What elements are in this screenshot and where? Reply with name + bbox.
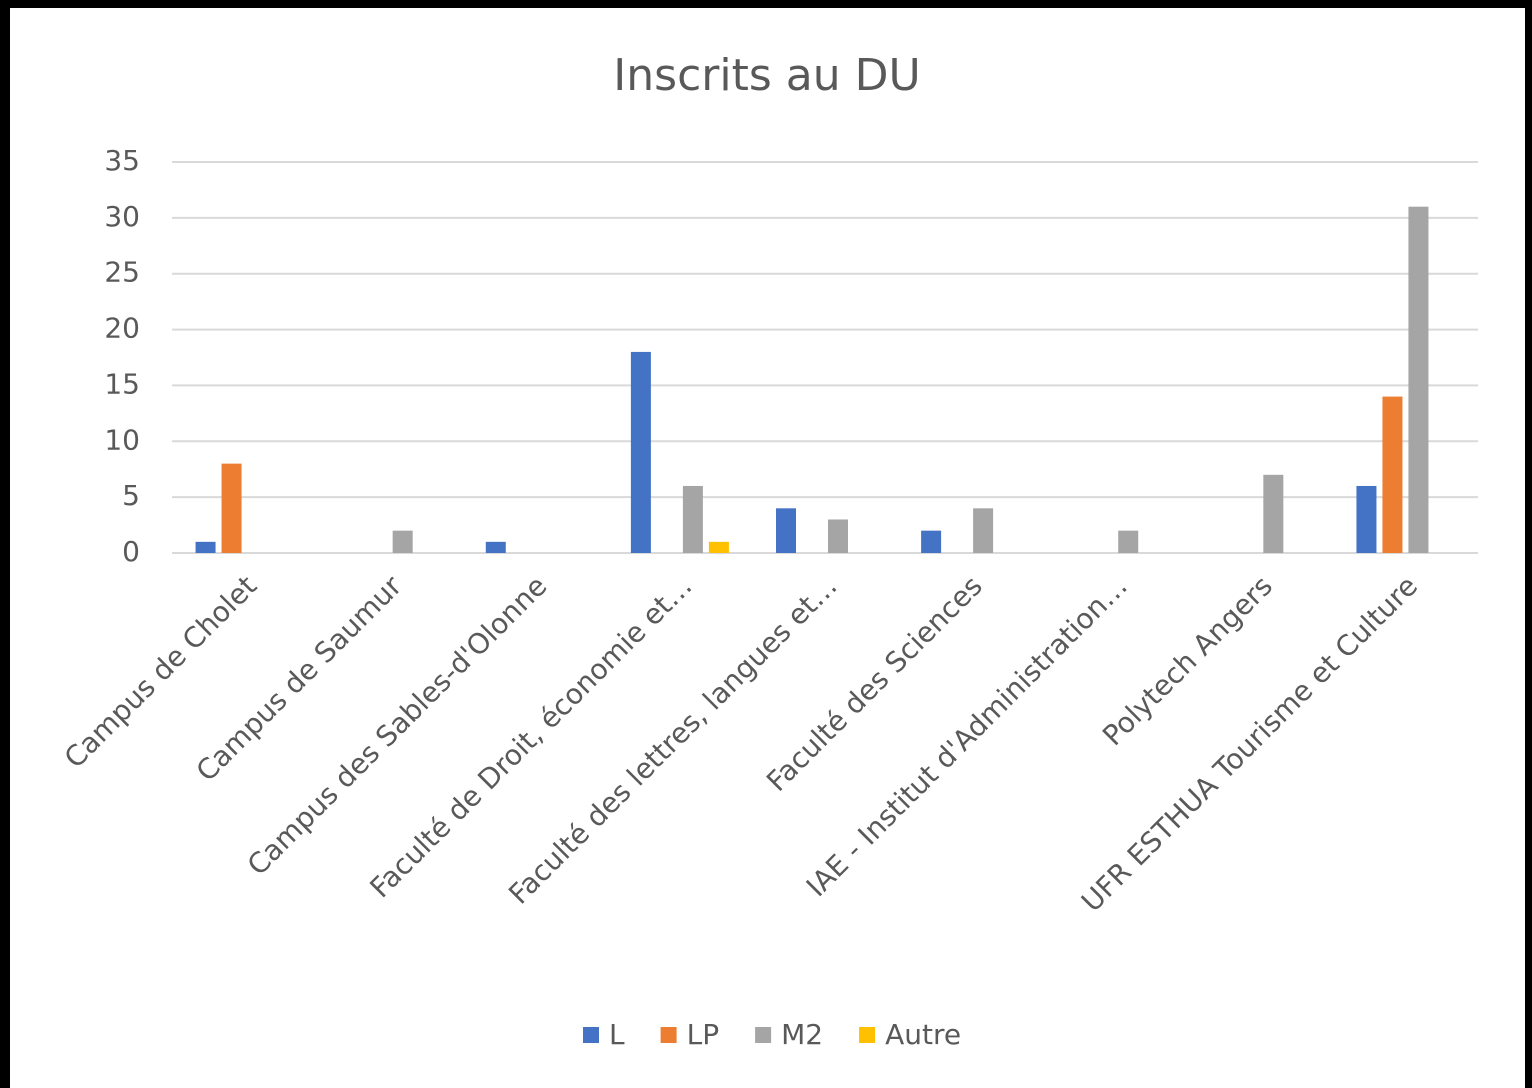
bar: [392, 530, 413, 553]
legend-label: M2: [781, 1018, 823, 1051]
bar: [973, 508, 994, 553]
bar: [828, 519, 848, 553]
bar: [1382, 396, 1403, 553]
legend-swatch: [660, 1027, 677, 1043]
bar: [708, 541, 729, 553]
bar: [630, 351, 651, 553]
bar: [1356, 485, 1377, 553]
y-tick-label: 5: [122, 479, 140, 512]
bar: [1118, 530, 1139, 553]
bar: [921, 530, 942, 553]
y-tick-label: 0: [122, 535, 140, 568]
legend-label: L: [609, 1018, 625, 1051]
bar: [1263, 474, 1284, 553]
legend-swatch: [583, 1027, 599, 1043]
y-tick-label: 30: [104, 200, 140, 233]
legend-swatch: [755, 1027, 772, 1043]
chart-title: Inscrits au DU: [613, 50, 920, 101]
bar: [485, 541, 506, 553]
bar: [221, 463, 242, 553]
legend-swatch: [859, 1027, 876, 1043]
bar: [195, 541, 216, 553]
bar: [1408, 206, 1429, 553]
legend-label: LP: [687, 1018, 719, 1051]
y-tick-label: 35: [104, 144, 140, 177]
bar: [776, 508, 796, 553]
y-tick-label: 25: [104, 256, 140, 289]
y-tick-label: 10: [104, 423, 140, 456]
legend-label: Autre: [885, 1018, 961, 1051]
y-tick-label: 15: [104, 367, 140, 400]
bar: [682, 485, 703, 553]
y-tick-label: 20: [104, 312, 140, 345]
